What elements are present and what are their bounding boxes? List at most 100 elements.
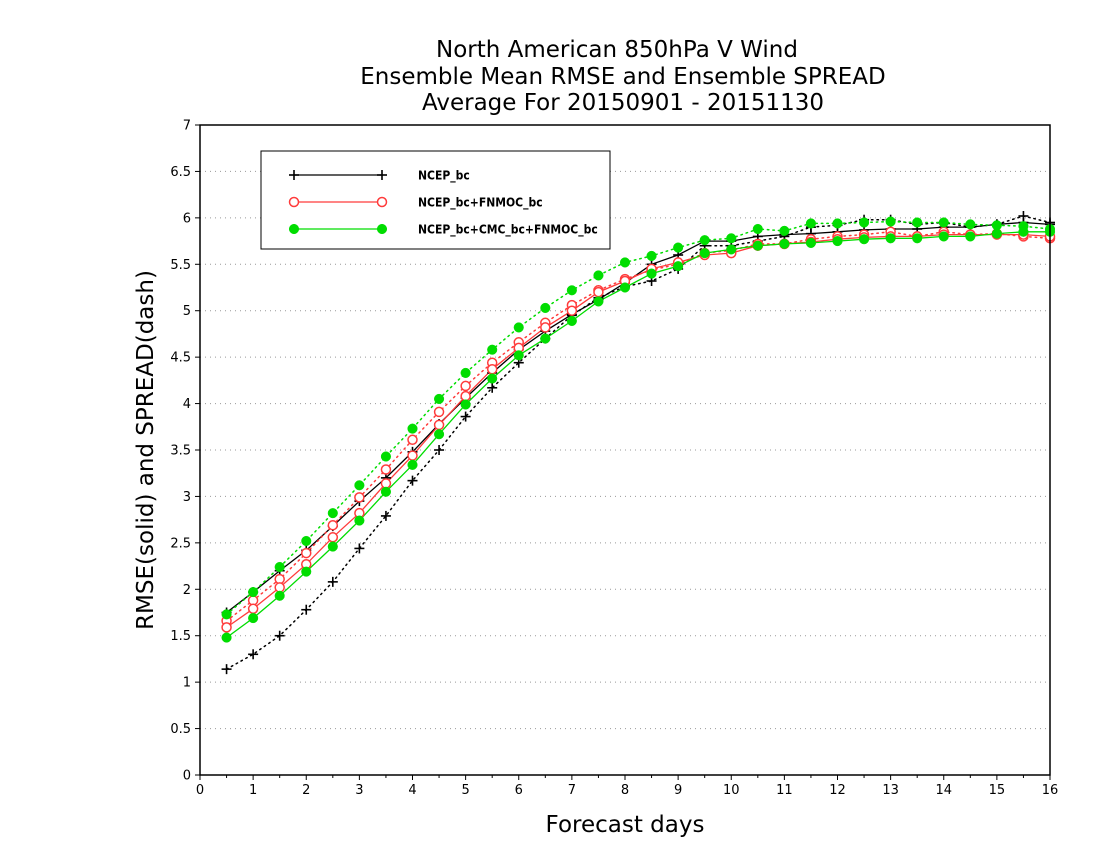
- spread-point-ncep-bc-cmc-bc-fnmoc-bc-22: [805, 218, 816, 229]
- spread-point-ncep-bc-cmc-bc-fnmoc-bc-16: [646, 250, 657, 261]
- y-tick-label-6: 3: [183, 490, 191, 505]
- y-tick-label-11: 5.5: [170, 258, 191, 273]
- x-tick-label-2: 2: [302, 783, 310, 798]
- rmse-point-ncep-bc-cmc-bc-fnmoc-bc-17: [673, 261, 684, 272]
- legend-marker-start-ncep-bc-fnmoc-bc: [288, 196, 300, 208]
- rmse-point-ncep-bc-fnmoc-bc-12: [540, 322, 551, 333]
- spread-point-ncep-bc-cmc-bc-fnmoc-bc-10: [487, 344, 498, 355]
- rmse-point-ncep-bc-cmc-bc-fnmoc-bc-5: [354, 515, 365, 526]
- rmse-point-ncep-bc-cmc-bc-fnmoc-bc-9: [460, 399, 471, 410]
- x-tick-label-7: 7: [568, 783, 576, 798]
- spread-point-ncep-bc-cmc-bc-fnmoc-bc-2: [274, 561, 285, 573]
- y-tick-label-4: 2: [183, 583, 191, 598]
- spread-point-ncep-bc-cmc-bc-fnmoc-bc-15: [619, 257, 631, 268]
- rmse-point-ncep-bc-cmc-bc-fnmoc-bc-18: [699, 248, 710, 259]
- series-layer: [221, 211, 1056, 675]
- legend-marker-end-ncep-bc: [377, 170, 387, 180]
- y-tick-label-12: 6: [183, 211, 191, 226]
- rmse-point-ncep-bc-cmc-bc-fnmoc-bc-27: [938, 231, 949, 242]
- spread-point-ncep-bc-2: [274, 630, 285, 641]
- legend: NCEP_bc NCEP_bc+FNMOC_bc NCEP_bc+CMC_bc+FN…: [260, 150, 611, 250]
- spread-point-ncep-bc-4: [327, 576, 338, 587]
- legend-marker-start-ncep-bc-cmc-bc-fnmoc-bc: [288, 223, 300, 235]
- rmse-point-ncep-bc-cmc-bc-fnmoc-bc-14: [593, 296, 604, 307]
- rmse-point-ncep-bc-cmc-bc-fnmoc-bc-16: [646, 268, 657, 279]
- title-line-3: Average For 20150901 - 20151130: [422, 90, 824, 116]
- y-tick-label-13: 6.5: [170, 165, 191, 180]
- rmse-point-ncep-bc-cmc-bc-fnmoc-bc-20: [752, 240, 763, 251]
- axis-ticks: 00.511.522.533.544.555.566.570 1 2 3 4 5 6 7 8 9 1…: [170, 119, 1058, 799]
- legend-label-ncep-bc-fnmoc-bc: NCEP_bc+FNMOC_bc: [418, 196, 543, 211]
- y-tick-label-1: 0.5: [170, 722, 191, 737]
- spread-point-ncep-bc-cmc-bc-fnmoc-bc-27: [938, 217, 949, 228]
- y-tick-label-8: 4: [183, 397, 191, 412]
- spread-point-ncep-bc-1: [248, 649, 259, 660]
- rmse-point-ncep-bc-cmc-bc-fnmoc-bc-8: [434, 429, 445, 440]
- spread-point-ncep-bc-cmc-bc-fnmoc-bc-8: [434, 393, 445, 404]
- rmse-point-ncep-bc-cmc-bc-fnmoc-bc-28: [965, 231, 976, 242]
- rmse-point-ncep-bc-cmc-bc-fnmoc-bc-30: [1018, 226, 1029, 237]
- title-line-1: North American 850hPa V Wind: [436, 37, 798, 63]
- y-tick-label-2: 1: [183, 676, 191, 691]
- spread-point-ncep-bc-cmc-bc-fnmoc-bc-7: [407, 423, 418, 434]
- rmse-line-ncep-bc-cmc-bc-fnmoc-bc: [226, 231, 1050, 639]
- legend-label-ncep-bc: NCEP_bc: [418, 169, 470, 184]
- x-tick-label-14: 14: [935, 783, 952, 798]
- legend-marker-end-ncep-bc-fnmoc-bc: [376, 196, 388, 208]
- spread-line-ncep-bc: [225, 215, 1051, 670]
- spread-point-ncep-bc-cmc-bc-fnmoc-bc-25: [885, 216, 896, 227]
- rmse-point-ncep-bc-cmc-bc-fnmoc-bc-21: [779, 238, 790, 249]
- legend-label-ncep-bc-cmc-bc-fnmoc-bc: NCEP_bc+CMC_bc+FNMOC_bc: [418, 223, 598, 238]
- y-tick-label-10: 5: [183, 304, 191, 319]
- rmse-point-ncep-bc-cmc-bc-fnmoc-bc-7: [407, 459, 418, 470]
- rmse-point-ncep-bc-cmc-bc-fnmoc-bc-1: [248, 613, 259, 624]
- spread-point-ncep-bc-cmc-bc-fnmoc-bc-17: [673, 242, 684, 253]
- x-tick-label-5: 5: [461, 783, 469, 798]
- x-tick-label-15: 15: [989, 783, 1006, 798]
- spread-point-ncep-bc-3: [301, 604, 312, 615]
- rmse-point-ncep-bc-cmc-bc-fnmoc-bc-19: [726, 244, 737, 255]
- y-tick-label-5: 2.5: [170, 536, 191, 551]
- rmse-point-ncep-bc-fnmoc-bc-4: [327, 532, 339, 543]
- x-tick-label-16: 16: [1042, 783, 1059, 798]
- spread-point-ncep-bc-cmc-bc-fnmoc-bc-5: [354, 480, 365, 491]
- x-tick-label-9: 9: [674, 783, 682, 798]
- spread-point-ncep-bc-0: [221, 664, 232, 675]
- x-tick-label-6: 6: [515, 783, 523, 798]
- rmse-point-ncep-bc-fnmoc-bc-8: [433, 419, 445, 431]
- rmse-point-ncep-bc-cmc-bc-fnmoc-bc-29: [991, 228, 1002, 239]
- spread-point-ncep-bc-cmc-bc-fnmoc-bc-21: [779, 225, 790, 236]
- rmse-point-ncep-bc-fnmoc-bc-10: [486, 363, 498, 375]
- legend-marker-start-ncep-bc: [289, 170, 299, 180]
- spread-point-ncep-bc-cmc-bc-fnmoc-bc-28: [965, 219, 976, 230]
- spread-line-ncep-bc-fnmoc-bc: [225, 231, 1051, 622]
- rmse-point-ncep-bc-fnmoc-bc-7: [407, 450, 418, 461]
- x-tick-label-12: 12: [829, 783, 846, 798]
- rmse-point-ncep-bc-cmc-bc-fnmoc-bc-12: [540, 333, 551, 344]
- rmse-point-ncep-bc-cmc-bc-fnmoc-bc-26: [912, 233, 923, 244]
- spread-point-ncep-bc-cmc-bc-fnmoc-bc-23: [832, 218, 843, 229]
- grid: [200, 170, 1050, 730]
- spread-point-ncep-bc-cmc-bc-fnmoc-bc-13: [566, 285, 577, 296]
- spread-point-ncep-bc-cmc-bc-fnmoc-bc-3: [301, 535, 312, 547]
- rmse-point-ncep-bc-fnmoc-bc-14: [593, 286, 604, 298]
- x-tick-label-0: 0: [196, 783, 204, 798]
- rmse-point-ncep-bc-cmc-bc-fnmoc-bc-13: [566, 315, 577, 326]
- x-axis-label: Forecast days: [546, 812, 705, 838]
- spread-point-ncep-bc-cmc-bc-fnmoc-bc-12: [540, 302, 551, 313]
- x-tick-label-8: 8: [621, 783, 629, 798]
- spread-point-ncep-bc-6: [380, 510, 391, 521]
- rmse-point-ncep-bc-cmc-bc-fnmoc-bc-22: [805, 237, 816, 248]
- y-tick-label-3: 1.5: [170, 629, 191, 644]
- legend-marker-end-ncep-bc-cmc-bc-fnmoc-bc: [376, 223, 388, 235]
- rmse-point-ncep-bc-fnmoc-bc-6: [380, 478, 392, 489]
- rmse-point-ncep-bc-fnmoc-bc-2: [274, 582, 285, 593]
- rmse-point-ncep-bc-cmc-bc-fnmoc-bc-3: [301, 566, 312, 577]
- x-tick-label-1: 1: [249, 783, 257, 798]
- spread-point-ncep-bc-cmc-bc-fnmoc-bc-9: [460, 367, 471, 378]
- spread-point-ncep-bc-cmc-bc-fnmoc-bc-18: [699, 235, 710, 246]
- spread-point-ncep-bc-cmc-bc-fnmoc-bc-0: [221, 609, 232, 620]
- spread-point-ncep-bc-fnmoc-bc-4: [327, 519, 339, 531]
- title-line-2: Ensemble Mean RMSE and Ensemble SPREAD: [360, 64, 885, 90]
